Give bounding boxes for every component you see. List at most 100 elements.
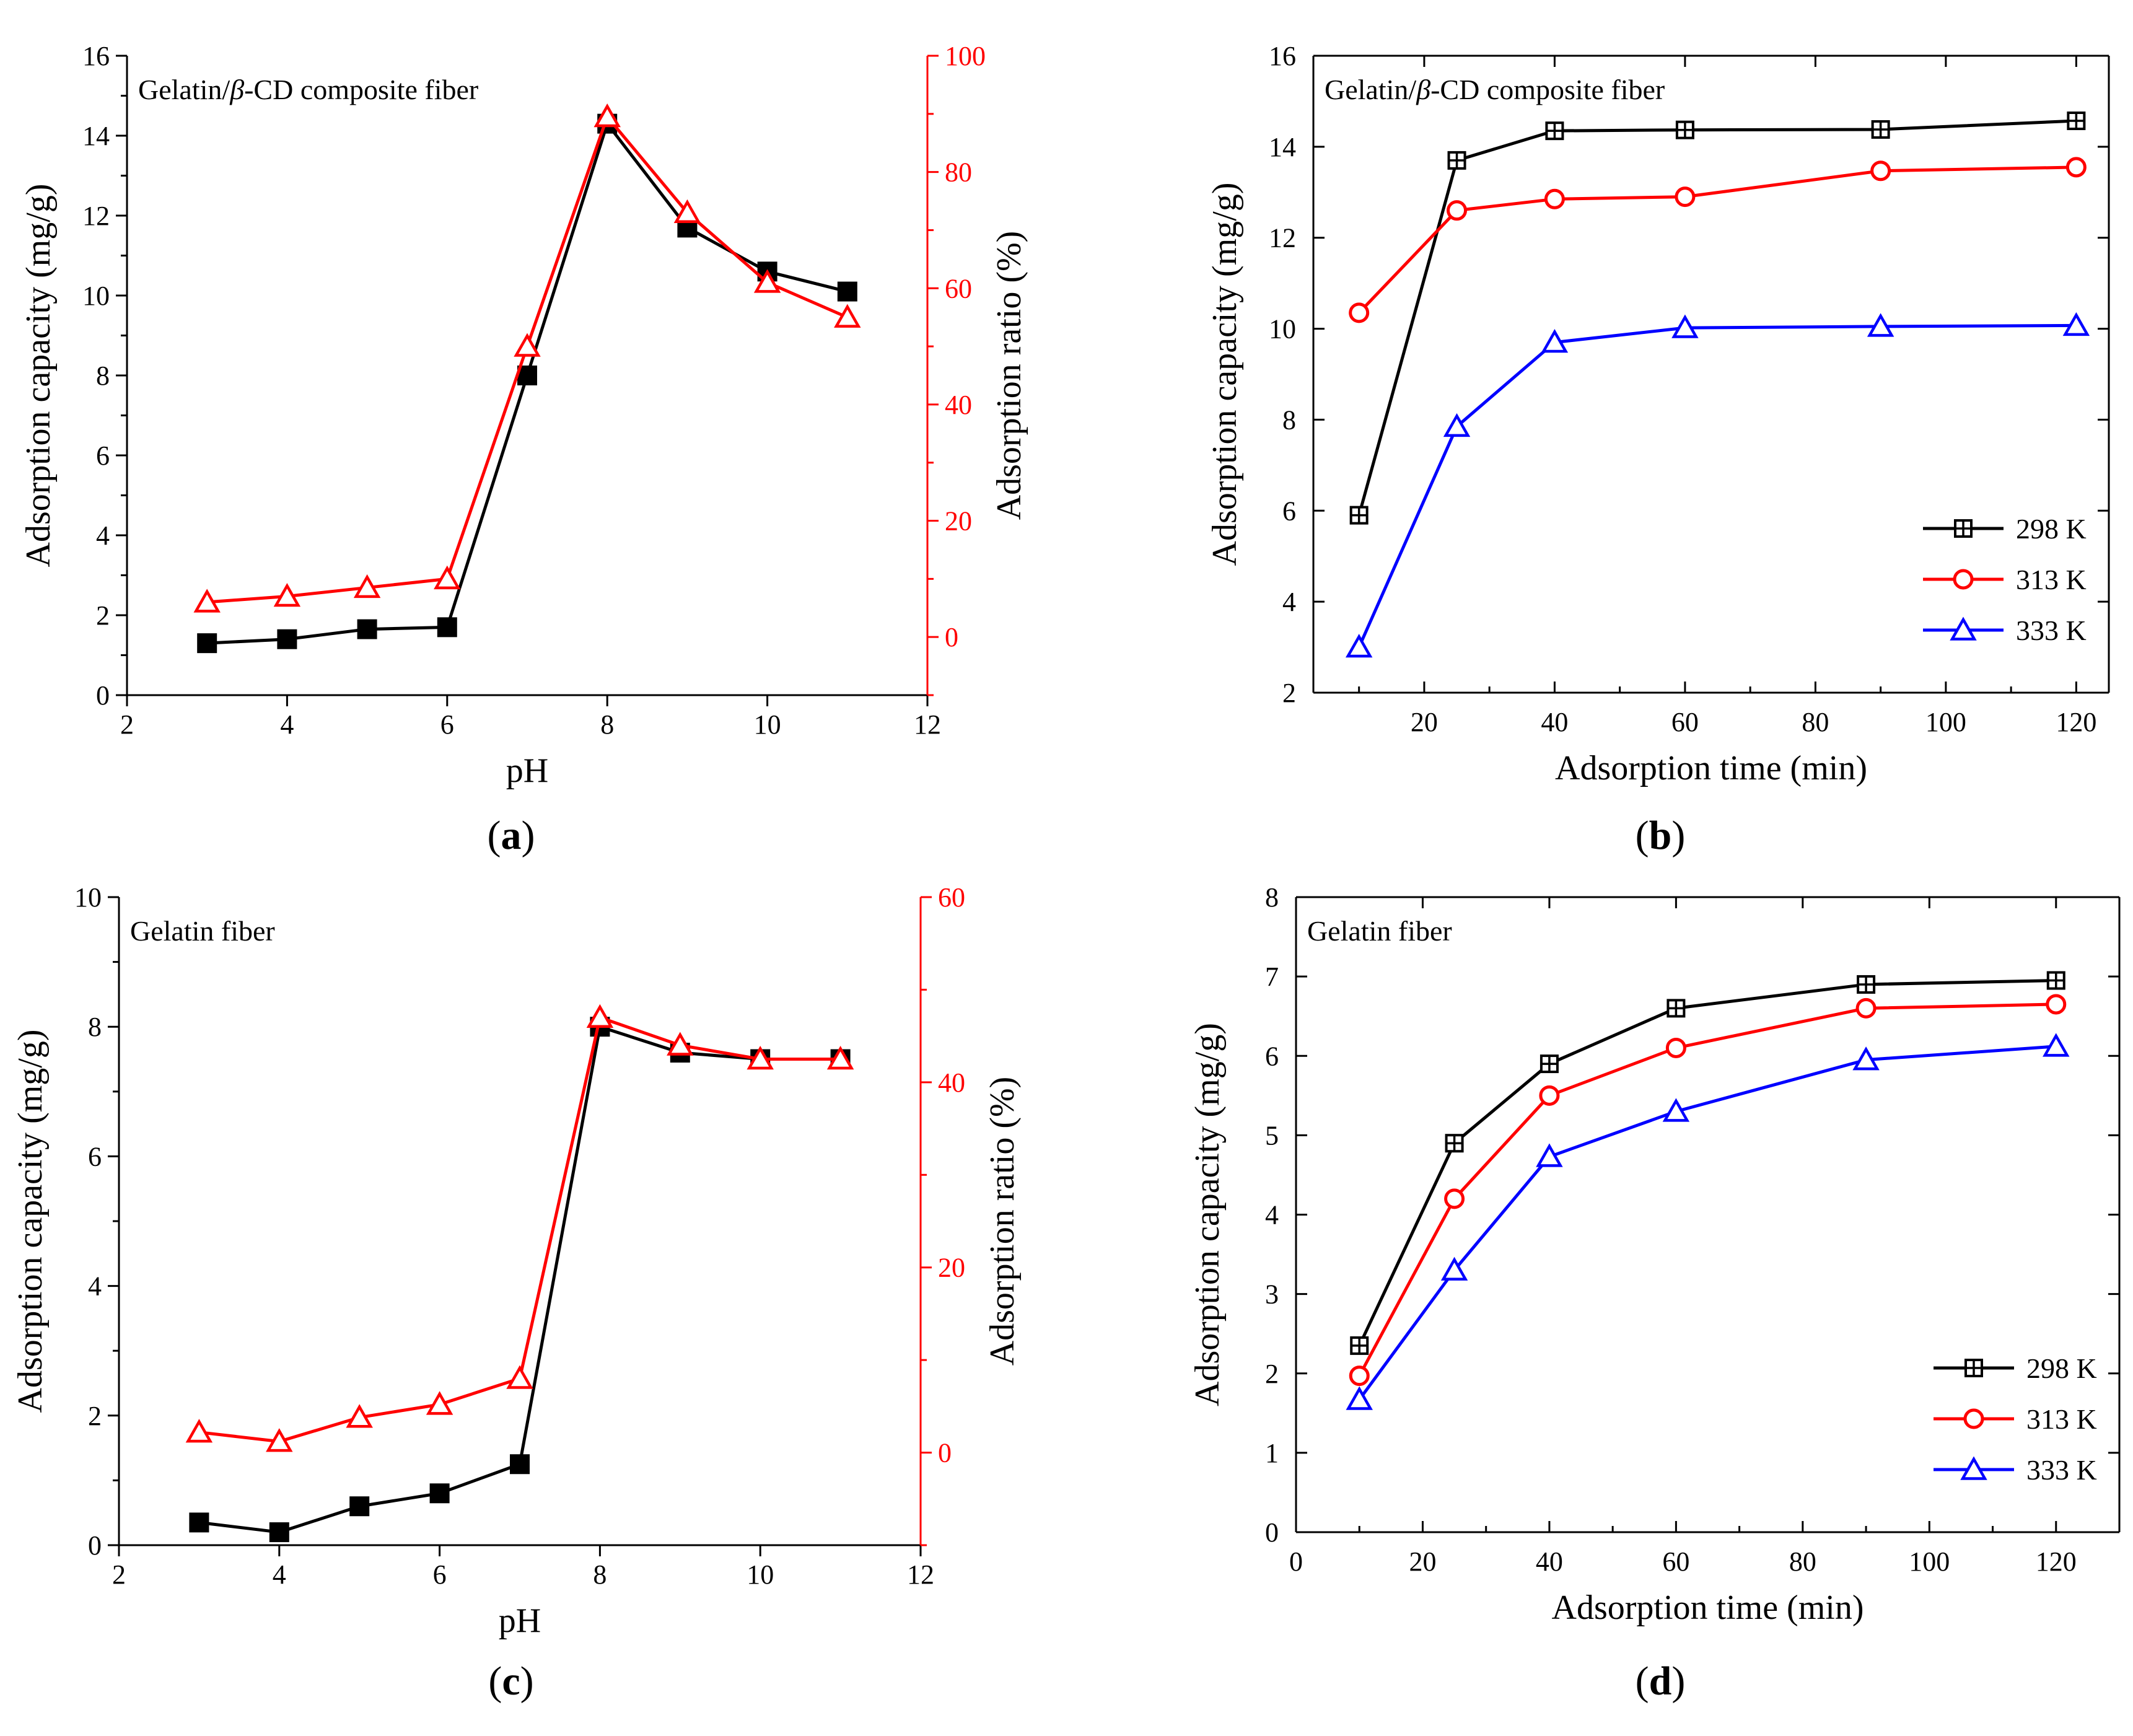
- data-point-s3-5: [1867, 313, 1894, 337]
- x-axis-label: pH: [499, 1602, 541, 1640]
- data-point-s2-4: [426, 1391, 453, 1415]
- data-point-s1-3: [1540, 1054, 1559, 1074]
- data-point-s3-6: [2062, 312, 2090, 336]
- panel-d: 0 20 40 60 80 100 120 0 1 2 3 4 5 6 7 8 Adsorption time …: [1188, 882, 2121, 1627]
- y2-tick-label: 40: [938, 1067, 965, 1098]
- series-line-2: [1358, 1002, 2056, 1377]
- x-tick-label: 12: [907, 1559, 934, 1590]
- legend-label-2: 313 K: [2026, 1403, 2097, 1435]
- data-point-s3-6: [2043, 1033, 2070, 1057]
- data-point-s2-3: [353, 574, 381, 598]
- panel-a: 2 4 6 8 10 120246810121416020406080100pHAdsor…: [19, 41, 1028, 790]
- y-tick-label: 2: [96, 600, 110, 631]
- y2-tick-label: 0: [938, 1438, 952, 1468]
- y-tick-label: 10: [74, 882, 102, 913]
- x-axis-label: Adsorption time (min): [1555, 749, 1867, 787]
- y2-axis-label: Adsorption ratio (%): [983, 1077, 1022, 1366]
- x-axis-label: pH: [506, 752, 548, 790]
- x-tick-label: 20: [1411, 707, 1438, 737]
- y-tick-label: 5: [1265, 1120, 1279, 1151]
- y-tick-label: 8: [88, 1012, 102, 1042]
- panel-label-b: (b): [1636, 813, 1686, 858]
- x-tick-label: 2: [112, 1559, 126, 1590]
- x-tick-label: 60: [1671, 707, 1699, 737]
- y2-tick-label: 40: [945, 390, 972, 420]
- legend-label-3: 333 K: [2016, 615, 2087, 646]
- data-point-s2-3: [1544, 188, 1565, 209]
- y-tick-label: 12: [1269, 223, 1296, 253]
- data-point-s1-2: [1447, 151, 1466, 170]
- y-tick-label: 2: [88, 1401, 102, 1431]
- y-tick-label: 12: [82, 201, 110, 231]
- y-tick-label: 14: [1269, 132, 1296, 162]
- chart-title-beta: β: [229, 74, 244, 105]
- y2-tick-label: 100: [945, 41, 986, 71]
- data-point-s2-1: [1349, 302, 1370, 323]
- data-point-s1-2: [269, 1522, 289, 1543]
- data-point-s2-5: [1870, 160, 1891, 182]
- data-point-s3-1: [1345, 634, 1373, 658]
- legend-marker-3: [1950, 616, 1977, 641]
- data-point-s3-2: [1443, 413, 1471, 437]
- y-tick-label: 6: [96, 441, 110, 471]
- x-tick-label: 6: [433, 1559, 447, 1590]
- data-point-s2-4: [1665, 1037, 1686, 1058]
- legend-marker-2: [1953, 569, 1974, 590]
- chart-title-suffix: -CD composite fiber: [244, 74, 478, 105]
- data-point-s1-4: [1675, 120, 1694, 139]
- data-point-s2-4: [1675, 186, 1696, 208]
- y-tick-label: 16: [82, 41, 110, 71]
- y2-tick-label: 0: [945, 622, 958, 652]
- data-point-s2-8: [747, 1045, 774, 1070]
- x-tick-label: 6: [440, 709, 454, 740]
- panel-label-c: (c): [488, 1659, 533, 1704]
- data-point-s3-2: [1440, 1256, 1468, 1281]
- x-tick-label: 120: [2036, 1546, 2077, 1577]
- data-point-s1-1: [1349, 506, 1369, 525]
- data-point-s2-8: [753, 269, 781, 293]
- legend-label-1: 298 K: [2026, 1352, 2097, 1384]
- x-tick-label: 0: [1289, 1546, 1303, 1577]
- data-point-s2-1: [193, 589, 221, 613]
- y-axis-label: Adsorption capacity (mg/g): [11, 1030, 50, 1413]
- data-point-s2-6: [593, 103, 621, 128]
- series-line-1: [1357, 979, 2056, 1346]
- x-tick-label: 120: [2056, 707, 2096, 737]
- chart-title: Gelatin fiber: [130, 915, 275, 947]
- legend-marker-1: [1964, 1359, 1983, 1377]
- series-line-2: [1357, 165, 2077, 314]
- data-point-s2-2: [1447, 200, 1468, 221]
- y-axis-label: Adsorption capacity (mg/g): [1188, 1023, 1227, 1406]
- data-point-s2-6: [2065, 157, 2087, 178]
- x-tick-label: 100: [1925, 707, 1966, 737]
- y-tick-label: 7: [1265, 962, 1279, 992]
- data-point-s1-2: [277, 629, 297, 649]
- y-tick-label: 8: [96, 361, 110, 391]
- x-tick-label: 80: [1789, 1546, 1816, 1577]
- data-point-s2-5: [506, 1365, 533, 1389]
- y2-tick-label: 20: [945, 506, 972, 537]
- y-tick-label: 10: [82, 281, 110, 311]
- data-point-s1-3: [1545, 121, 1564, 141]
- y-tick-label: 4: [88, 1271, 102, 1302]
- y-tick-label: 6: [1265, 1041, 1279, 1071]
- legend-label-2: 313 K: [2016, 564, 2087, 595]
- series-line-2: [207, 115, 848, 604]
- y2-tick-label: 80: [945, 157, 972, 188]
- data-point-s3-4: [1671, 314, 1699, 338]
- data-point-s2-2: [1444, 1188, 1465, 1209]
- x-tick-label: 12: [914, 709, 941, 740]
- data-point-s3-1: [1346, 1386, 1373, 1410]
- chart-title: Gelatin/β-CD composite fiber: [138, 74, 478, 105]
- data-point-s2-5: [1855, 997, 1877, 1019]
- x-axis-label: Adsorption time (min): [1552, 1589, 1864, 1627]
- x-tick-label: 100: [1909, 1546, 1950, 1577]
- y-tick-label: 1: [1265, 1438, 1279, 1468]
- panel-label-a: (a): [488, 813, 535, 858]
- chart-title-prefix: Gelatin/: [138, 74, 230, 105]
- data-point-s2-1: [1349, 1366, 1370, 1387]
- legend-marker-2: [1963, 1408, 1984, 1429]
- y-tick-label: 0: [96, 680, 110, 711]
- y-tick-label: 4: [96, 520, 110, 551]
- chart-title-prefix: Gelatin/: [1325, 74, 1416, 105]
